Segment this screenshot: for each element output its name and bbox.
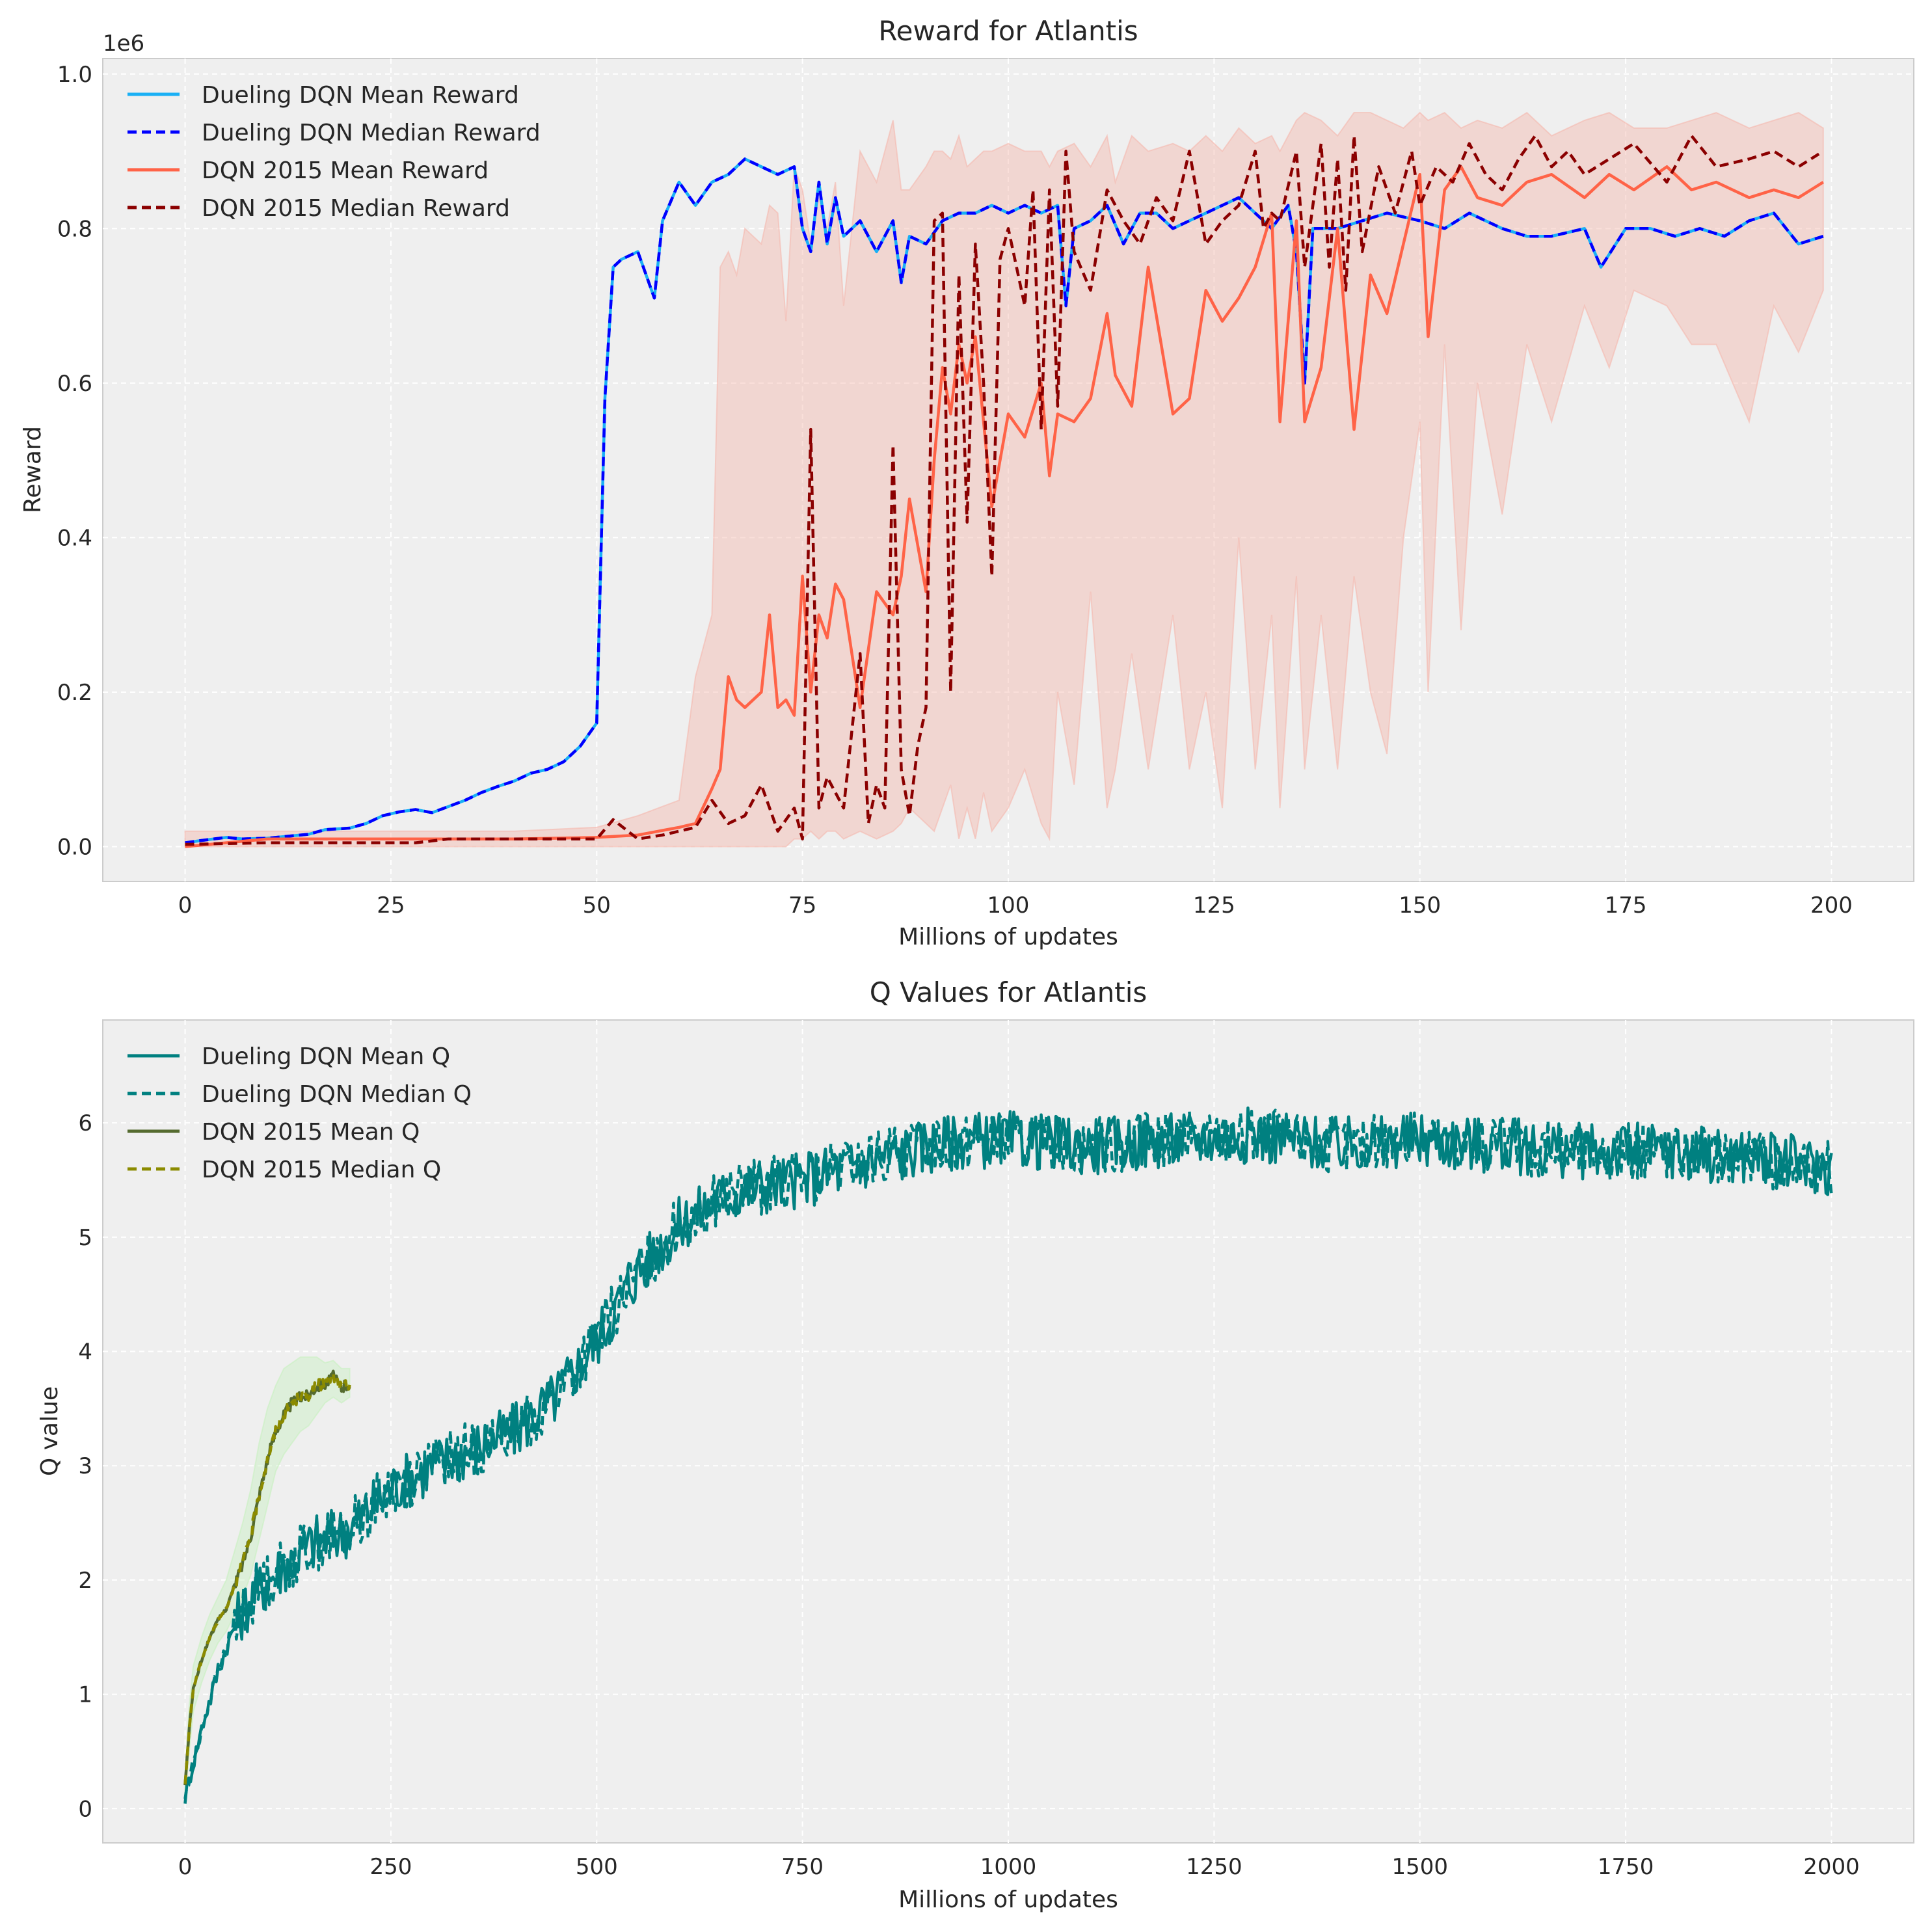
- q-value-chart: 0 250 500 750 1000 1250 1500 1750 2000 0 1 2 3 4 5 6 Q…: [36, 976, 1914, 1913]
- series-line: [185, 134, 1824, 846]
- x-tick-label: 100: [987, 892, 1030, 919]
- x-axis-label: Millions of updates: [898, 924, 1118, 950]
- x-tick-label: 0: [178, 892, 193, 919]
- y-tick-label: 1.0: [57, 62, 92, 88]
- x-tick-label: 75: [788, 892, 816, 919]
- y-tick-labels: 0.0 0.2 0.4 0.6 0.8 1.0: [57, 62, 92, 861]
- series-layer: [185, 134, 1824, 848]
- y-tick-label: 6: [78, 1110, 92, 1136]
- y-tick-label: 0.0: [57, 835, 92, 861]
- y-axis-label: Q value: [36, 1386, 63, 1476]
- x-tick-label: 0: [178, 1854, 193, 1880]
- series-layer: [183, 1106, 1833, 1804]
- series-line: [183, 1108, 1833, 1799]
- y-axis-label: Reward: [20, 426, 46, 513]
- series-line: [185, 157, 1824, 844]
- x-tick-label: 250: [369, 1854, 412, 1880]
- x-tick-label: 125: [1193, 892, 1235, 919]
- x-tick-label: 150: [1399, 892, 1441, 919]
- band-layer: [184, 111, 1824, 848]
- x-tick-label: 50: [583, 892, 611, 919]
- confidence-band: [184, 111, 1824, 848]
- y-offset-label: 1e6: [103, 31, 144, 57]
- x-tick-label: 2000: [1803, 1854, 1860, 1880]
- legend-label: Dueling DQN Mean Q: [202, 1043, 450, 1070]
- x-tick-label: 1500: [1391, 1854, 1448, 1880]
- chart-title: Reward for Atlantis: [878, 15, 1138, 47]
- legend: Dueling DQN Mean Q Dueling DQN Median Q DQ…: [127, 1043, 472, 1183]
- y-tick-label: 1: [78, 1682, 92, 1708]
- y-tick-label: 4: [78, 1339, 92, 1365]
- y-tick-label: 3: [78, 1453, 92, 1479]
- y-tick-label: 0: [78, 1796, 92, 1822]
- series-line: [183, 1371, 351, 1784]
- x-tick-label: 200: [1810, 892, 1853, 919]
- y-tick-label: 2: [78, 1568, 92, 1594]
- x-tick-label: 175: [1605, 892, 1647, 919]
- legend-label: Dueling DQN Median Q: [202, 1081, 472, 1108]
- y-tick-label: 0.4: [57, 525, 92, 551]
- chart-title: Q Values for Atlantis: [870, 976, 1147, 1008]
- x-tick-label: 1250: [1186, 1854, 1242, 1880]
- x-tick-label: 1000: [980, 1854, 1037, 1880]
- y-tick-label: 0.2: [57, 680, 92, 706]
- legend-label: DQN 2015 Median Reward: [202, 195, 510, 222]
- x-tick-label: 750: [781, 1854, 824, 1880]
- legend-label: Dueling DQN Mean Reward: [202, 82, 519, 109]
- x-tick-label: 25: [377, 892, 405, 919]
- x-tick-label: 500: [576, 1854, 618, 1880]
- y-tick-labels: 0 1 2 3 4 5 6: [78, 1110, 92, 1822]
- y-tick-label: 0.6: [57, 371, 92, 397]
- x-tick-label: 1750: [1598, 1854, 1654, 1880]
- legend-label: DQN 2015 Mean Reward: [202, 157, 489, 184]
- legend-label: DQN 2015 Median Q: [202, 1157, 441, 1183]
- reward-chart: 0 25 50 75 100 125 150 175 200 0.0 0.2 0.4 0.6 0.8 1.…: [20, 15, 1914, 950]
- y-tick-label: 5: [78, 1225, 92, 1251]
- x-tick-labels: 0 250 500 750 1000 1250 1500 1750 2000: [178, 1854, 1860, 1880]
- x-tick-labels: 0 25 50 75 100 125 150 175 200: [178, 892, 1853, 919]
- y-tick-label: 0.8: [57, 216, 92, 242]
- x-axis-label: Millions of updates: [898, 1886, 1118, 1913]
- legend-label: DQN 2015 Mean Q: [202, 1119, 420, 1146]
- series-line: [185, 165, 1824, 848]
- legend-label: Dueling DQN Median Reward: [202, 120, 541, 146]
- legend: Dueling DQN Mean Reward Dueling DQN Media…: [127, 82, 541, 222]
